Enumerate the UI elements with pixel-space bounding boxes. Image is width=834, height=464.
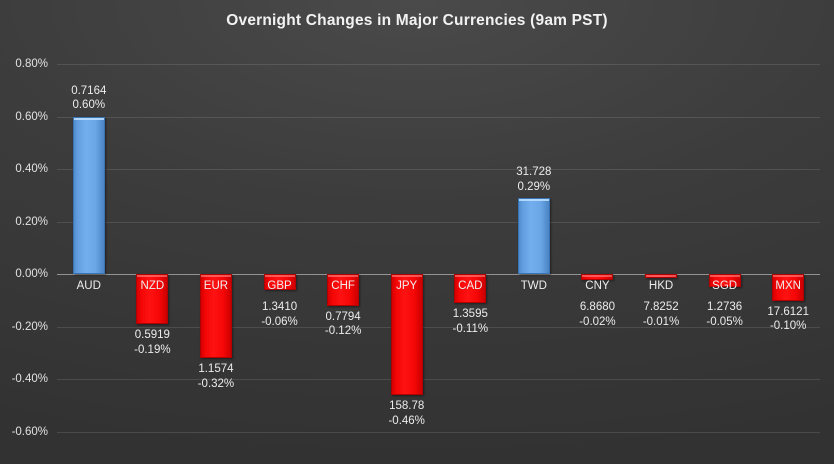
data-label-change: -0.10% [769, 320, 807, 333]
bar-twd[interactable] [517, 198, 550, 275]
bar-sgd[interactable] [708, 274, 741, 288]
y-axis-tick-label: -0.40% [11, 373, 48, 386]
gridline [57, 221, 820, 223]
data-label-change: -0.02% [579, 315, 616, 328]
data-label-rate: 6.8680 [579, 301, 616, 314]
gridline [57, 116, 820, 118]
data-label-change: -0.46% [388, 414, 425, 427]
gridline [57, 64, 820, 65]
data-label-change: 0.60% [72, 99, 106, 112]
data-label-sgd: 1.2736 -0.05% [706, 300, 742, 329]
data-label-nzd: 0.5919 -0.19% [134, 328, 170, 357]
data-label-rate: 1.3595 [452, 308, 488, 321]
x-axis-label-hkd: HKD [648, 280, 674, 293]
data-label-rate: 1.3410 [261, 301, 298, 314]
x-axis-label-twd: TWD [520, 280, 547, 293]
data-label-rate: 7.8252 [643, 301, 679, 314]
gridline [57, 169, 820, 171]
bar-jpy[interactable] [390, 274, 423, 396]
y-axis-tick-label: -0.60% [11, 426, 48, 438]
y-axis-tick-label: 0.00% [15, 268, 48, 281]
y-axis-tick-label: 0.80% [15, 58, 48, 70]
data-label-cny: 6.8680 -0.02% [579, 300, 615, 329]
x-axis-label-aud: AUD [76, 280, 101, 293]
bar-group: CNY 6.8680 -0.02% [566, 64, 630, 432]
data-label-rate: 31.728 [516, 166, 552, 179]
bar-group: CHF 0.7794 -0.12% [311, 64, 375, 432]
bar-group: MXN 17.6121 -0.10% [756, 64, 820, 432]
data-label-change: -0.32% [197, 377, 235, 390]
gridline [57, 326, 820, 328]
bar-chf[interactable] [327, 274, 360, 306]
data-label-rate: 158.78 [389, 400, 425, 413]
bar-group: JPY 158.78 -0.46% [375, 64, 439, 432]
x-axis-label-cad: CAD [458, 280, 483, 293]
x-axis-label-gbp: GBP [267, 280, 292, 293]
data-label-change: -0.05% [706, 315, 743, 328]
bars-layer: AUD 0.7164 0.60% NZD 0.5919 -0.19% EUR 1.1574 -0… [57, 64, 820, 432]
x-axis-label-cny: CNY [585, 280, 610, 293]
bar-gbp[interactable] [263, 274, 296, 291]
data-label-change: 0.29% [517, 180, 551, 193]
bar-nzd[interactable] [136, 274, 169, 325]
data-label-aud: 0.7164 0.60% [71, 84, 106, 113]
bar-group: SGD 1.2736 -0.05% [693, 64, 757, 432]
data-label-change: -0.19% [134, 343, 171, 356]
bar-group: NZD 0.5919 -0.19% [121, 64, 185, 432]
bar-group: CAD 1.3595 -0.11% [439, 64, 503, 432]
bar-group: AUD 0.7164 0.60% [57, 64, 121, 432]
data-label-change: -0.01% [642, 315, 680, 328]
bar-mxn[interactable] [772, 274, 805, 301]
bar-aud[interactable] [72, 116, 105, 275]
bar-hkd[interactable] [645, 274, 678, 279]
data-label-jpy: 158.78 -0.46% [388, 399, 424, 428]
data-label-cad: 1.3595 -0.11% [452, 307, 488, 336]
plot-area: 0.80% 0.60% 0.40% 0.20% 0.00% -0.20% -0.40% -0.… [12, 58, 820, 438]
bar-group: TWD 31.728 0.29% [502, 64, 566, 432]
data-label-mxn: 17.6121 -0.10% [767, 305, 809, 334]
gridline [57, 379, 820, 381]
x-axis-label-jpy: JPY [396, 280, 418, 293]
gridline [57, 432, 820, 433]
data-label-hkd: 7.8252 -0.01% [643, 300, 679, 329]
bar-cad[interactable] [454, 274, 487, 304]
x-axis-label-eur: EUR [203, 280, 229, 293]
data-label-rate: 17.6121 [767, 305, 809, 318]
x-axis-label-sgd: SGD [712, 280, 738, 293]
data-label-change: -0.12% [324, 325, 362, 338]
bar-eur[interactable] [199, 274, 232, 359]
data-label-rate: 0.5919 [134, 329, 170, 342]
data-label-rate: 0.7794 [325, 310, 361, 323]
zero-axis-line [57, 274, 820, 276]
y-axis-tick-label: 0.60% [15, 110, 48, 123]
data-label-rate: 1.2736 [707, 301, 743, 314]
bar-group: HKD 7.8252 -0.01% [629, 64, 693, 432]
y-axis-tick-label: 0.40% [15, 163, 48, 176]
x-axis-label-chf: CHF [331, 280, 355, 293]
data-label-twd: 31.728 0.29% [516, 165, 551, 194]
y-axis-tick-label: 0.20% [15, 215, 48, 228]
data-label-rate: 1.1574 [198, 363, 234, 376]
bar-group: GBP 1.3410 -0.06% [248, 64, 312, 432]
x-axis-label-mxn: MXN [775, 280, 801, 293]
data-label-gbp: 1.3410 -0.06% [261, 300, 297, 329]
bar-group: EUR 1.1574 -0.32% [184, 64, 248, 432]
data-label-change: -0.11% [452, 322, 489, 335]
data-label-rate: 0.7164 [71, 84, 107, 97]
data-label-change: -0.06% [261, 315, 298, 328]
chart-title: Overnight Changes in Major Currencies (9… [226, 12, 608, 29]
bar-cny[interactable] [581, 274, 614, 280]
data-label-chf: 0.7794 -0.12% [325, 310, 361, 339]
x-axis-label-nzd: NZD [140, 280, 165, 293]
y-axis-tick-label: -0.20% [11, 320, 48, 333]
data-label-eur: 1.1574 -0.32% [198, 362, 234, 391]
